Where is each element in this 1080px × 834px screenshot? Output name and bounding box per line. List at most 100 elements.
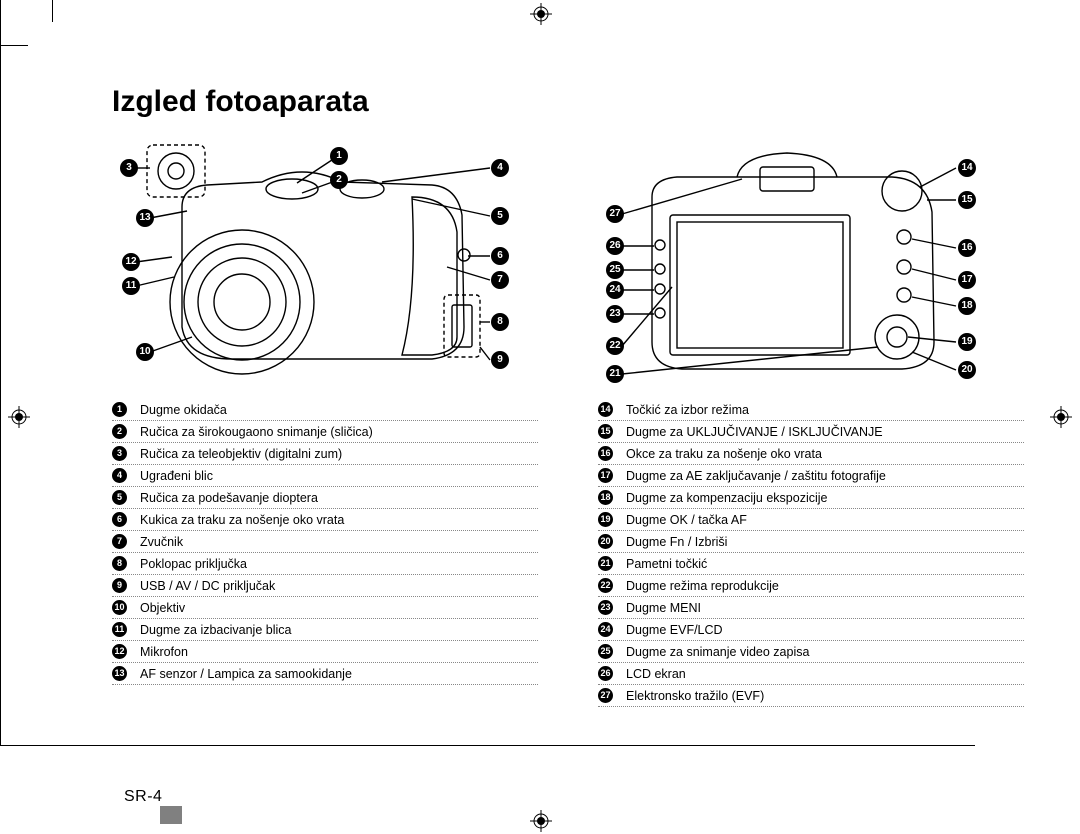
crop-tick-top: [52, 0, 53, 22]
legend-label: Ručica za teleobjektiv (digitalni zum): [140, 447, 538, 461]
legend-number-icon: 7: [112, 534, 127, 549]
page-footer: SR-4: [124, 788, 162, 808]
legend-number-cell: 7: [112, 534, 140, 549]
legend-number-icon: 8: [112, 556, 127, 571]
legend-label: Dugme OK / tačka AF: [626, 513, 1024, 527]
legend-number-cell: 24: [598, 622, 626, 637]
legend-label: Mikrofon: [140, 645, 538, 659]
legend-left: 1Dugme okidača2Ručica za širokougaono sn…: [112, 399, 538, 707]
callout-number: 26: [606, 237, 624, 255]
legend-label: Dugme za izbacivanje blica: [140, 623, 538, 637]
legend-label: AF senzor / Lampica za samookidanje: [140, 667, 538, 681]
legend-right: 14Točkić za izbor režima 15 Dugme za UKLJU…: [598, 399, 1024, 707]
legend-label: Poklopac priključka: [140, 557, 538, 571]
registration-mark-bottom: [530, 810, 552, 832]
legend-number-icon: 17: [598, 468, 613, 483]
legend-row: 25Dugme za snimanje video zapisa: [598, 641, 1024, 663]
page-content: Izgled fotoaparata: [112, 85, 1024, 707]
camera-back-drawing: [582, 137, 992, 387]
legend-number-icon: 27: [598, 688, 613, 703]
legend-number-icon: 25: [598, 644, 613, 659]
legend-number-cell: 22: [598, 578, 626, 593]
crop-tick-left: [0, 45, 28, 46]
legend-row: 18Dugme za kompenzaciju ekspozicije: [598, 487, 1024, 509]
legend-label: Ručica za podešavanje dioptera: [140, 491, 538, 505]
legend-row: 12 Mikrofon: [112, 641, 538, 663]
callout-number: 25: [606, 261, 624, 279]
legend-label: Dugme za AE zaključavanje / zaštitu foto…: [626, 469, 1024, 483]
legend-number-icon: 22: [598, 578, 613, 593]
legend-number-icon: 10: [112, 600, 127, 615]
legend-number-cell: 21: [598, 556, 626, 571]
legend-number-icon: 12: [112, 644, 127, 659]
callout-number: 15: [958, 191, 976, 209]
legend-row: 15 Dugme za UKLJUČIVANJE / ISKLJUČIVANJE: [598, 421, 1024, 443]
legend-row: 13 AF senzor / Lampica za samookidanje: [112, 663, 538, 685]
legend-label: Dugme MENI: [626, 601, 1024, 615]
legend-number-cell: 16: [598, 446, 626, 461]
legend-number-cell: 27: [598, 688, 626, 703]
legend-label: Točkić za izbor režima: [626, 403, 1024, 417]
legend-number-icon: 13: [112, 666, 127, 681]
legend-label: Dugme EVF/LCD: [626, 623, 1024, 637]
legend-row: 5Ručica za podešavanje dioptera: [112, 487, 538, 509]
legend-row: 17 Dugme za AE zaključavanje / zaštitu fo…: [598, 465, 1024, 487]
legend-number-icon: 2: [112, 424, 127, 439]
legend-number-cell: 19: [598, 512, 626, 527]
callout-number: 13: [136, 209, 154, 227]
callout-number: 5: [491, 207, 509, 225]
legend-number-cell: 10: [112, 600, 140, 615]
legend-number-cell: 6: [112, 512, 140, 527]
legend-row: 24 Dugme EVF/LCD: [598, 619, 1024, 641]
legend-number-icon: 20: [598, 534, 613, 549]
legend-label: Dugme za UKLJUČIVANJE / ISKLJUČIVANJE: [626, 425, 1024, 439]
registration-mark-left: [8, 406, 30, 428]
legend-label: Dugme okidača: [140, 403, 538, 417]
legend-number-cell: 18: [598, 490, 626, 505]
legend-number-icon: 6: [112, 512, 127, 527]
legend-number-cell: 5: [112, 490, 140, 505]
legend-number-icon: 11: [112, 622, 127, 637]
legend-number-cell: 1: [112, 402, 140, 417]
legend-number-cell: 17: [598, 468, 626, 483]
legend-label: Ugrađeni blic: [140, 469, 538, 483]
legend-number-cell: 8: [112, 556, 140, 571]
callout-number: 6: [491, 247, 509, 265]
legend-label: Dugme režima reprodukcije: [626, 579, 1024, 593]
callout-number: 22: [606, 337, 624, 355]
legend-lists: 1Dugme okidača2Ručica za širokougaono sn…: [112, 399, 1024, 707]
legend-row: 3 Ručica za teleobjektiv (digitalni zum): [112, 443, 538, 465]
callout-number: 1: [330, 147, 348, 165]
legend-number-cell: 25: [598, 644, 626, 659]
legend-row: 26LCD ekran: [598, 663, 1024, 685]
registration-mark-top: [530, 3, 552, 25]
crop-line-top: [0, 745, 975, 746]
legend-number-cell: 26: [598, 666, 626, 681]
callout-number: 11: [122, 277, 140, 295]
callout-number: 19: [958, 333, 976, 351]
legend-number-cell: 14: [598, 402, 626, 417]
legend-row: 14Točkić za izbor režima: [598, 399, 1024, 421]
legend-number-cell: 20: [598, 534, 626, 549]
legend-row: 11 Dugme za izbacivanje blica: [112, 619, 538, 641]
footer-tab: [160, 806, 182, 824]
callout-number: 24: [606, 281, 624, 299]
legend-label: LCD ekran: [626, 667, 1024, 681]
figures-row: 12345678910111213: [112, 137, 1024, 387]
callout-number: 2: [330, 171, 348, 189]
callout-number: 14: [958, 159, 976, 177]
legend-number-icon: 15: [598, 424, 613, 439]
legend-row: 23Dugme MENI: [598, 597, 1024, 619]
legend-number-icon: 24: [598, 622, 613, 637]
page-title: Izgled fotoaparata: [112, 85, 1024, 119]
legend-number-icon: 3: [112, 446, 127, 461]
legend-row: 20Dugme Fn / Izbriši: [598, 531, 1024, 553]
legend-number-cell: 3: [112, 446, 140, 461]
callout-number: 21: [606, 365, 624, 383]
legend-label: Dugme za kompenzaciju ekspozicije: [626, 491, 1024, 505]
callout-number: 3: [120, 159, 138, 177]
callout-number: 12: [122, 253, 140, 271]
legend-number-cell: 12: [112, 644, 140, 659]
callout-number: 16: [958, 239, 976, 257]
camera-back-figure: 1415161718192021222324252627: [582, 137, 992, 387]
